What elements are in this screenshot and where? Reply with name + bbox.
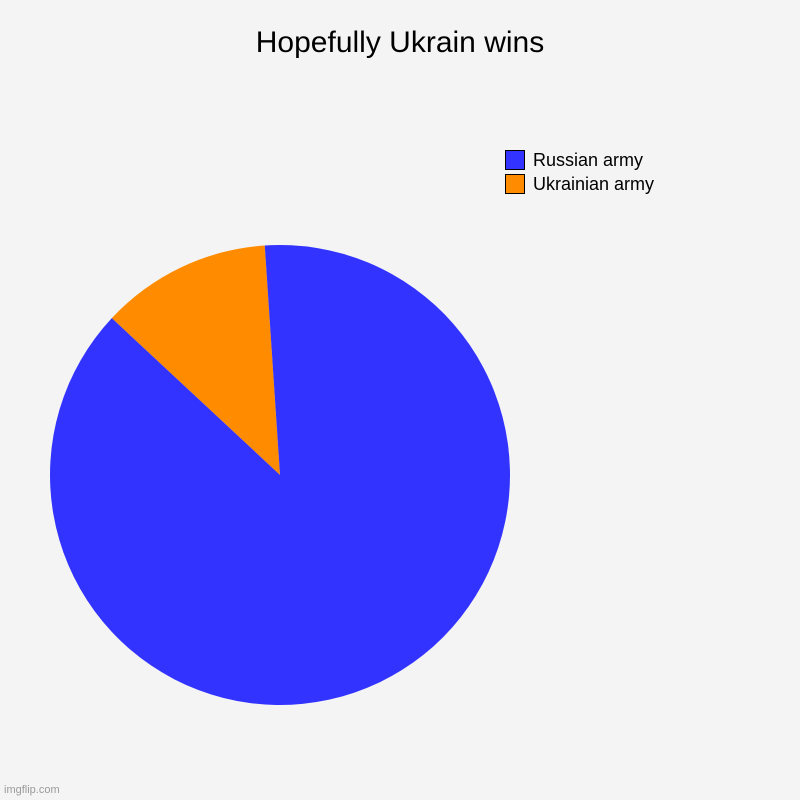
- legend-swatch-icon: [505, 174, 525, 194]
- legend: Russian army Ukrainian army: [505, 150, 654, 198]
- legend-label: Russian army: [533, 150, 643, 170]
- legend-label: Ukrainian army: [533, 174, 654, 194]
- legend-swatch-icon: [505, 150, 525, 170]
- legend-item: Ukrainian army: [505, 174, 654, 194]
- pie-chart: [50, 245, 510, 705]
- chart-title: Hopefully Ukrain wins: [0, 26, 800, 60]
- watermark: imgflip.com: [4, 784, 60, 796]
- legend-item: Russian army: [505, 150, 654, 170]
